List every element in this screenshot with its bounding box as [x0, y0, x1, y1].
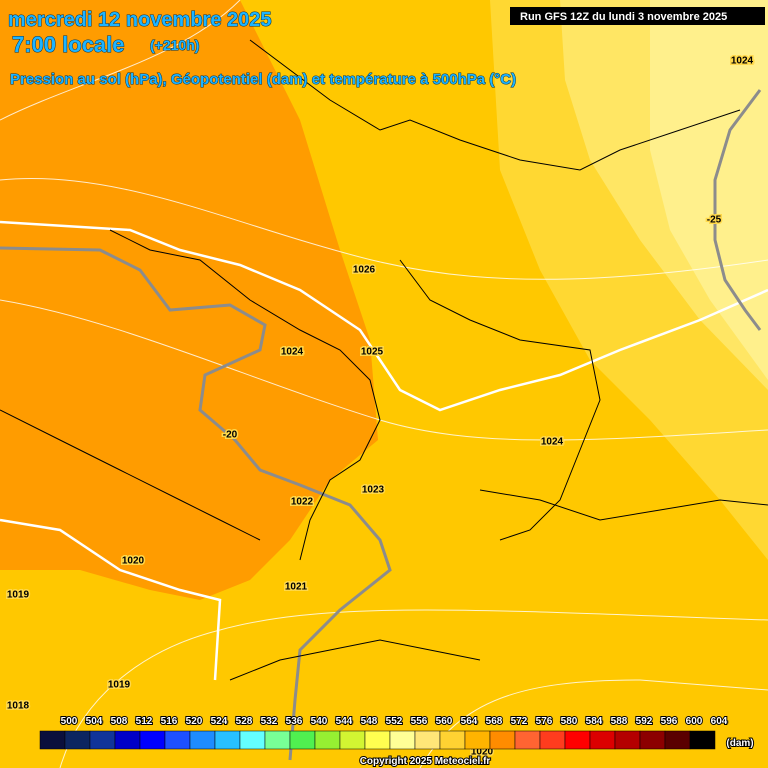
colorbar-label: 532: [261, 716, 278, 727]
colorbar-swatch: [239, 730, 266, 750]
colorbar-swatch: [214, 730, 241, 750]
contour-label: 1024: [731, 56, 754, 67]
colorbar-label: 560: [436, 716, 453, 727]
colorbar-swatch: [539, 730, 566, 750]
colorbar-swatch: [489, 730, 516, 750]
contour-label: -25: [707, 215, 722, 226]
colorbar-swatch: [564, 730, 591, 750]
run-info: Run GFS 12Z du lundi 3 novembre 2025: [520, 11, 727, 23]
colorbar-label: 524: [211, 716, 228, 727]
colorbar: 500 504 508 512 516 520 524 528 532 536 540 544 548 5…: [39, 715, 729, 750]
colorbar-label: 572: [511, 716, 528, 727]
colorbar-swatch: [664, 730, 691, 750]
colorbar-swatch: [189, 730, 216, 750]
subtitle: Pression au sol (hPa), Géopotentiel (dam…: [10, 71, 516, 88]
contour-label: 1018: [7, 701, 30, 712]
contour-label: 1023: [362, 485, 385, 496]
colorbar-label: 564: [461, 716, 478, 727]
contour-label: 1020: [122, 556, 145, 567]
run-box: [510, 7, 765, 25]
colorbar-swatch: [589, 730, 616, 750]
colorbar-label: 516: [161, 716, 178, 727]
colorbar-label: 544: [336, 716, 353, 727]
time: 7:00 locale: [12, 32, 125, 57]
colorbar-label: 568: [486, 716, 503, 727]
colorbar-label: 520: [186, 716, 203, 727]
contour-label: 1021: [285, 582, 308, 593]
colorbar-swatch: [89, 730, 116, 750]
contour-label: 1019: [108, 680, 131, 691]
colorbar-swatch: [689, 730, 716, 750]
cool-region: [0, 0, 378, 600]
borders: [0, 39, 768, 681]
isobars: [0, 220, 768, 681]
colorbar-swatch: [639, 730, 666, 750]
colorbar-label: 540: [311, 716, 328, 727]
colorbar-label: 536: [286, 716, 303, 727]
colorbar-label: 512: [136, 716, 153, 727]
colorbar-swatch: [514, 730, 541, 750]
colorbar-label: 580: [561, 716, 578, 727]
contour-label: -20: [223, 430, 238, 441]
warm-band: [650, 0, 768, 380]
colorbar-swatch: [464, 730, 491, 750]
colorbar-label: 508: [111, 716, 128, 727]
colorbar-swatch: [264, 730, 291, 750]
colorbar-label: 548: [361, 716, 378, 727]
colorbar-label: 576: [536, 716, 553, 727]
colorbar-unit: (dam): [726, 738, 753, 749]
lead-time: (+210h): [150, 37, 199, 53]
contour-label: 1025: [361, 347, 384, 358]
contour-label: 1024: [541, 437, 564, 448]
isotherms: [0, 89, 762, 761]
colorbar-label: 592: [636, 716, 653, 727]
colorbar-swatch: [314, 730, 341, 750]
colorbar-swatch: [139, 730, 166, 750]
colorbar-label: 504: [86, 716, 103, 727]
colorbar-swatch: [439, 730, 466, 750]
colorbar-swatch: [289, 730, 316, 750]
colorbar-label: 588: [611, 716, 628, 727]
colorbar-label: 528: [236, 716, 253, 727]
contour-label: 1019: [7, 590, 30, 601]
colorbar-swatch: [64, 730, 91, 750]
colorbar-swatch: [339, 730, 366, 750]
copyright: Copyright 2025 Meteociel.fr: [360, 756, 491, 767]
colorbar-label: 600: [686, 716, 703, 727]
colorbar-label: 584: [586, 716, 603, 727]
colorbar-label: 604: [711, 716, 728, 727]
colorbar-swatch: [614, 730, 641, 750]
colorbar-swatch: [39, 730, 66, 750]
contour-label: 1026: [353, 265, 376, 276]
colorbar-swatch: [164, 730, 191, 750]
colorbar-swatch: [414, 730, 441, 750]
colorbar-swatch: [364, 730, 391, 750]
contour-label: 1022: [291, 497, 314, 508]
colorbar-swatch: [389, 730, 416, 750]
colorbar-label: 500: [61, 716, 78, 727]
colorbar-label: 552: [386, 716, 403, 727]
contour-label: 1024: [281, 347, 304, 358]
colorbar-label: 556: [411, 716, 428, 727]
colorbar-label: 596: [661, 716, 678, 727]
date: mercredi 12 novembre 2025: [8, 9, 272, 31]
colorbar-swatch: [114, 730, 141, 750]
title-block: mercredi 12 novembre 2025 7:00 locale (+…: [8, 9, 517, 89]
